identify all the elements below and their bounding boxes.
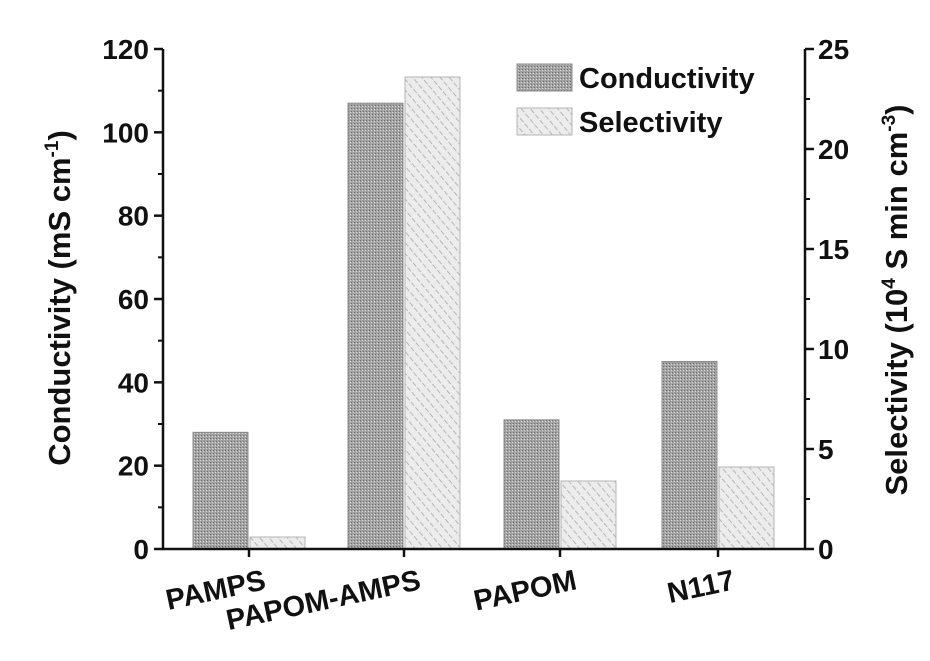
bar-selectivity-papom-amps [404, 76, 461, 550]
right-tick-label-0: 0 [818, 534, 834, 565]
left-tick-label-0: 0 [133, 534, 149, 565]
x-tick-label-n117: N117 [665, 565, 738, 610]
left-tick-label-40: 40 [118, 367, 149, 398]
left-axis-title: Conductivity (mS cm-1) [42, 130, 77, 466]
bar-conductivity-papom [503, 419, 560, 550]
bar-selectivity-papom [560, 480, 617, 550]
legend-label-selectivity: Selectivity [579, 107, 722, 139]
left-tick-label-20: 20 [118, 451, 149, 482]
right-tick-label-15: 15 [818, 234, 849, 265]
right-tick-label-10: 10 [818, 334, 849, 365]
right-tick-label-20: 20 [818, 134, 849, 165]
bar-selectivity-pamps [249, 536, 306, 550]
legend: Conductivity Selectivity [516, 63, 755, 139]
bar-conductivity-pamps [192, 431, 249, 550]
left-tick-label-80: 80 [118, 201, 149, 232]
right-axis-title: Selectivity (104 S min cm-3) [879, 104, 914, 495]
left-tick-label-60: 60 [118, 284, 149, 315]
legend-label-conductivity: Conductivity [579, 63, 755, 95]
left-tick-label-120: 120 [102, 34, 149, 65]
legend-swatch-conductivity [516, 63, 573, 92]
bar-conductivity-papom-amps [347, 102, 404, 550]
right-tick-label-25: 25 [818, 34, 849, 65]
bar-conductivity-n117 [661, 361, 718, 550]
right-tick-label-5: 5 [818, 434, 834, 465]
left-tick-label-100: 100 [102, 117, 149, 148]
x-tick-label-papom: PAPOM [471, 565, 580, 618]
legend-swatch-selectivity [516, 107, 573, 136]
bar-selectivity-n117 [718, 466, 775, 550]
